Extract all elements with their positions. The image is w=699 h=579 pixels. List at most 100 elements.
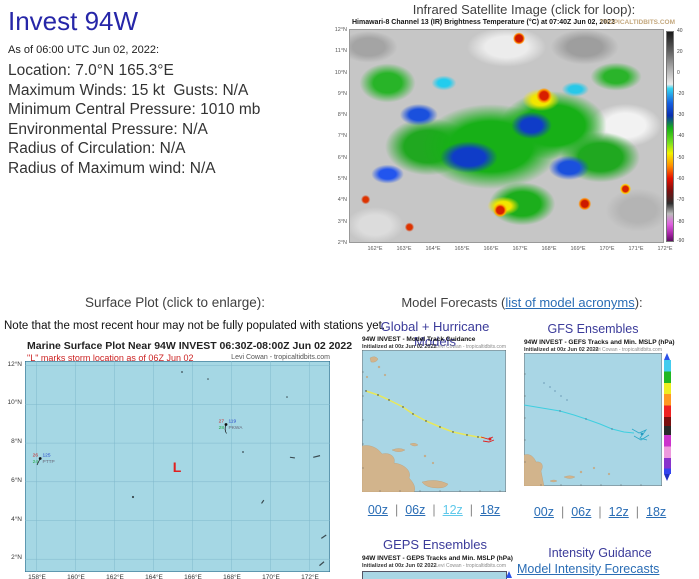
- surface-x-label: 164°E: [145, 574, 163, 579]
- gfs-ensembles-header: GFS Ensembles: [547, 322, 639, 336]
- storm-details: Location: 7.0°N 165.3°E Maximum Winds: 1…: [8, 61, 260, 178]
- sat-lon-label: 166°E: [483, 246, 499, 252]
- storm-L-marker: L: [173, 459, 182, 475]
- gefs-init: Initialized at 00z Jun 02 2022: [524, 347, 599, 353]
- ir-colorbar-label: -80: [677, 219, 685, 225]
- link-separator: |: [560, 505, 565, 519]
- surface-y-label: 2°N: [11, 554, 22, 561]
- gefs-map-land: [524, 454, 611, 486]
- ir-colorbar-label: 20: [677, 49, 683, 55]
- surface-plot-credit: Levi Cowan - tropicaltidbits.com: [231, 354, 330, 361]
- sat-lat-label: 2°N: [337, 240, 347, 246]
- global-hurricane-models-header: Global + Hurricane Models: [380, 319, 490, 349]
- geps-ensembles-plot[interactable]: [362, 571, 507, 579]
- gefs-plot-title: 94W INVEST - GEFS Tracks and Min. MSLP (…: [524, 339, 675, 346]
- surface-plot-note: Note that the most recent hour may not b…: [4, 320, 385, 332]
- station-pkwa: 27 119 28 PKWA: [219, 419, 243, 434]
- geps-ensembles-header: GEPS Ensembles: [382, 537, 488, 552]
- sat-lon-label: 164°E: [425, 246, 441, 252]
- link-separator: |: [598, 505, 602, 519]
- surface-map-islands: [131, 371, 327, 567]
- track-waypoints: [365, 390, 479, 438]
- station-id: PTTP: [43, 459, 55, 465]
- model-acronyms-link[interactable]: list of model acronyms: [505, 295, 635, 310]
- station-pressure: 125: [43, 453, 51, 459]
- time-link-06z[interactable]: 06z: [405, 503, 426, 517]
- geps-colorbar-arrow-top: [506, 571, 512, 578]
- satellite-watermark: TROPICALTIDBITS.COM: [600, 19, 675, 26]
- track-map-land: [362, 356, 449, 492]
- sat-lat-label: 9°N: [337, 91, 347, 97]
- sat-lat-label: 4°N: [337, 197, 347, 203]
- storm-max-winds: Maximum Winds: 15 kt Gusts: N/A: [8, 81, 249, 99]
- track-guidance-plot-title: 94W INVEST - Model Track Guidance: [362, 336, 476, 343]
- ir-colorbar-label: -30: [677, 112, 685, 118]
- sat-lat-label: 10°N: [334, 70, 347, 76]
- sat-lon-label: 169°E: [570, 246, 586, 252]
- sat-lat-label: 12°N: [334, 27, 347, 33]
- link-separator: |: [432, 503, 436, 517]
- surface-plot-title: Marine Surface Plot Near 94W INVEST 06:3…: [27, 340, 353, 352]
- surface-x-label: 168°E: [223, 574, 241, 579]
- surface-x-label: 160°E: [67, 574, 85, 579]
- surface-x-label: 166°E: [184, 574, 202, 579]
- ir-colorbar-label: 40: [677, 28, 683, 34]
- gefs-ensembles-plot[interactable]: [524, 353, 662, 486]
- as-of-timestamp: As of 06:00 UTC Jun 02, 2022:: [8, 44, 160, 56]
- time-link-00z[interactable]: 00z: [367, 503, 388, 517]
- link-separator: |: [469, 503, 474, 517]
- gefs-time-links: 00z | 06z | 12z | 18z: [528, 505, 672, 519]
- storm-radius-max-wind: Radius of Maximum wind: N/A: [8, 159, 216, 177]
- station-temp: 26: [33, 453, 39, 459]
- station-wind-barb: [36, 458, 41, 466]
- geps-credit: Levi Cowan - tropicaltidbits.com: [435, 563, 506, 569]
- surface-plot-section-title: Surface Plot (click to enlarge):: [84, 295, 266, 310]
- track-start-cluster: [480, 436, 495, 443]
- station-pttp: 26 125 24 PTTP: [33, 453, 55, 466]
- satellite-image-title: Himawari-8 Channel 13 (IR) Brightness Te…: [352, 19, 615, 26]
- model-intensity-forecasts-link[interactable]: Model Intensity Forecasts: [517, 562, 660, 576]
- model-forecasts-title-prefix: Model Forecasts (: [401, 295, 506, 310]
- time-link-00z[interactable]: 00z: [533, 505, 554, 519]
- time-link-18z[interactable]: 18z: [646, 505, 667, 519]
- station-pressure: 119: [229, 419, 237, 425]
- infrared-satellite-image[interactable]: [349, 29, 664, 243]
- surface-map-grid: [25, 361, 330, 572]
- time-link-12z[interactable]: 12z: [442, 503, 463, 517]
- surface-plot-subtitle: "L" marks storm location as of 06Z Jun 0…: [27, 353, 194, 363]
- gefs-track-dots: [543, 382, 613, 430]
- ir-colorbar-label: -70: [677, 197, 685, 203]
- page-title: Invest 94W: [8, 6, 139, 36]
- model-track-guidance-plot[interactable]: [362, 350, 506, 492]
- intensity-guidance-header: Intensity Guidance: [548, 546, 652, 560]
- sat-lon-label: 165°E: [454, 246, 470, 252]
- storm-env-pressure: Environmental Pressure: N/A: [8, 120, 208, 138]
- sat-lat-label: 5°N: [337, 176, 347, 182]
- surface-x-label: 162°E: [106, 574, 124, 579]
- surface-x-label: 170°E: [262, 574, 280, 579]
- sat-lon-label: 168°E: [541, 246, 557, 252]
- time-link-06z[interactable]: 06z: [571, 505, 592, 519]
- ir-colorbar-label: -50: [677, 155, 685, 161]
- surface-y-label: 8°N: [11, 438, 22, 445]
- surface-y-label: 12°N: [7, 361, 22, 368]
- gefs-colorbar-arrow-bottom: [664, 474, 670, 481]
- ir-colorbar-label: -60: [677, 176, 685, 182]
- sat-lat-label: 8°N: [337, 112, 347, 118]
- time-link-18z[interactable]: 18z: [480, 503, 501, 517]
- sat-lat-label: 6°N: [337, 155, 347, 161]
- model-forecasts-title: Model Forecasts (list of model acronyms)…: [352, 295, 692, 310]
- station-dewpoint: 24: [33, 459, 39, 465]
- geps-plot-title: 94W INVEST - GEPS Tracks and Min. MSLP (…: [362, 555, 513, 562]
- satellite-section-title: Infrared Satellite Image (click for loop…: [412, 2, 636, 17]
- surface-x-label: 172°E: [301, 574, 319, 579]
- sat-lat-label: 7°N: [337, 133, 347, 139]
- link-separator: |: [635, 505, 640, 519]
- marine-surface-plot-map[interactable]: L 26 125 24 PTTP 27 119 28 PKWA: [25, 361, 330, 572]
- gefs-mean-track: [524, 404, 635, 434]
- sat-lat-label: 11°N: [335, 48, 347, 54]
- gefs-map-ocean: [524, 353, 662, 486]
- time-link-12z[interactable]: 12z: [608, 505, 629, 519]
- gefs-track-cluster: [631, 428, 650, 441]
